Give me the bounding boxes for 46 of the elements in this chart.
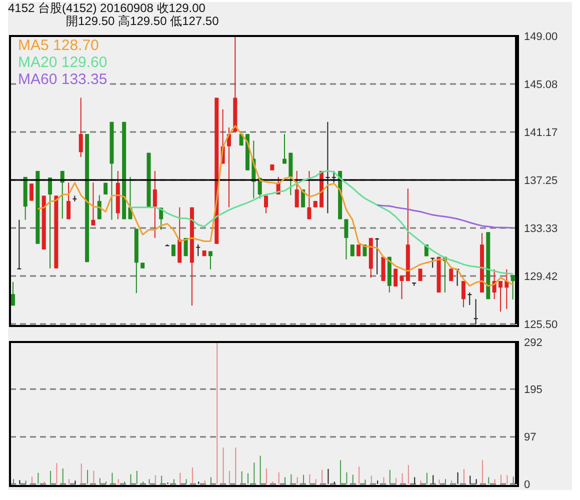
chart-title: 4152 台股(4152) 20160908 收129.00 [8, 1, 206, 15]
candlestick [307, 170, 312, 220]
y-tick-label: 292 [524, 336, 542, 349]
candlestick [178, 206, 182, 264]
candlestick [11, 281, 15, 306]
candlestick [17, 219, 22, 270]
candlestick [208, 250, 212, 270]
y-tick-label: 195 [524, 384, 542, 396]
y-tick-label: 125.50 [524, 318, 558, 331]
candlestick [91, 182, 96, 226]
chart-subtitle: 開129.50 高129.50 低127.50 [66, 14, 220, 28]
y-tick-label: 129.42 [524, 270, 558, 283]
candlestick [418, 268, 422, 282]
y-tick-label: 149.00 [524, 30, 558, 43]
candlestick [510, 274, 515, 300]
candlestick [400, 275, 404, 300]
candlestick [326, 121, 330, 214]
candlestick [48, 177, 52, 269]
candlestick [30, 183, 34, 202]
candlestick [282, 134, 287, 164]
candlestick [264, 195, 268, 214]
candlestick [344, 218, 348, 260]
candlestick [152, 170, 157, 238]
candlestick [449, 268, 454, 282]
candlestick [375, 237, 380, 275]
candlestick [332, 170, 336, 184]
candlestick [468, 292, 472, 306]
candlestick [474, 298, 478, 324]
candlestick [430, 257, 435, 268]
candlestick [78, 97, 83, 158]
text: MA60 133.35 [18, 71, 108, 88]
y-tick-label: 133.33 [524, 222, 558, 235]
y-tick-label: 0 [524, 478, 530, 491]
candlestick [394, 268, 398, 287]
text: MA20 129.60 [18, 54, 108, 71]
candlestick [196, 244, 200, 257]
candlestick [498, 280, 502, 312]
y-tick-label: 145.08 [524, 78, 558, 91]
y-tick-label: 141.17 [524, 126, 558, 139]
line-series [376, 204, 514, 229]
candlestick [294, 170, 299, 208]
text: MA5 128.70 [18, 37, 99, 54]
candlestick [461, 280, 466, 308]
y-tick-label: 97 [524, 432, 536, 444]
candlestick [66, 182, 71, 220]
y-tick-label: 137.25 [524, 174, 558, 187]
